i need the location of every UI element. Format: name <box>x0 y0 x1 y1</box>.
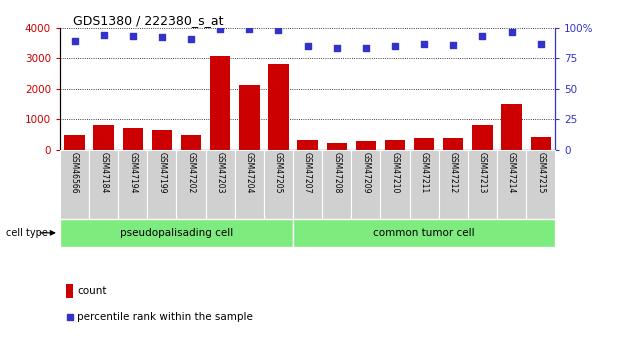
Point <box>186 36 196 41</box>
Bar <box>439 150 468 219</box>
Text: GSM47194: GSM47194 <box>128 152 138 194</box>
Text: GSM47203: GSM47203 <box>216 152 225 194</box>
Bar <box>235 150 264 219</box>
Bar <box>385 140 405 150</box>
Bar <box>264 150 293 219</box>
Bar <box>322 150 351 219</box>
Bar <box>327 143 347 150</box>
Point <box>303 43 313 49</box>
Point <box>390 43 400 49</box>
Point <box>64 314 74 320</box>
Bar <box>60 219 293 247</box>
Point <box>448 42 458 48</box>
Point <box>98 32 109 38</box>
Text: GDS1380 / 222380_s_at: GDS1380 / 222380_s_at <box>73 14 223 27</box>
Point <box>332 46 342 51</box>
Bar <box>118 150 148 219</box>
Text: GSM47213: GSM47213 <box>478 152 487 194</box>
Point <box>244 26 254 32</box>
Text: GSM47215: GSM47215 <box>536 152 545 194</box>
Text: GSM47199: GSM47199 <box>157 152 167 194</box>
Bar <box>89 150 118 219</box>
Bar <box>297 140 318 150</box>
Text: GSM47184: GSM47184 <box>99 152 108 194</box>
Text: percentile rank within the sample: percentile rank within the sample <box>77 312 253 322</box>
Bar <box>497 150 526 219</box>
Bar <box>468 150 497 219</box>
Bar <box>410 150 439 219</box>
Bar <box>443 138 464 150</box>
Bar <box>356 141 376 150</box>
Point <box>69 38 80 44</box>
Bar <box>122 128 143 150</box>
Bar <box>177 150 206 219</box>
Point <box>478 33 488 39</box>
Bar <box>239 85 259 150</box>
Point <box>361 46 371 51</box>
Point <box>127 33 138 39</box>
Text: GSM47205: GSM47205 <box>274 152 283 194</box>
Bar <box>60 150 89 219</box>
Text: GSM47214: GSM47214 <box>507 152 516 194</box>
Bar <box>351 150 380 219</box>
Bar <box>293 150 322 219</box>
Bar <box>531 137 551 150</box>
Bar <box>93 125 114 150</box>
Text: count: count <box>77 286 107 296</box>
Bar <box>293 219 555 247</box>
Point <box>419 41 429 46</box>
Point <box>273 27 283 33</box>
Bar <box>64 135 85 150</box>
Bar <box>414 138 434 150</box>
Text: GSM47208: GSM47208 <box>333 152 341 194</box>
Text: GSM47212: GSM47212 <box>449 152 458 194</box>
Bar <box>502 105 522 150</box>
Text: GSM47204: GSM47204 <box>245 152 254 194</box>
Text: cell type: cell type <box>6 228 48 238</box>
Point <box>536 41 546 46</box>
Text: GSM47209: GSM47209 <box>362 152 370 194</box>
Bar <box>148 150 177 219</box>
Bar <box>66 284 73 298</box>
Bar <box>151 130 172 150</box>
Point <box>507 30 517 35</box>
Bar <box>526 150 555 219</box>
Text: GSM47207: GSM47207 <box>303 152 312 194</box>
Text: GSM47210: GSM47210 <box>391 152 399 194</box>
Point <box>215 26 225 32</box>
Bar <box>206 150 235 219</box>
Bar <box>472 125 493 150</box>
Text: common tumor cell: common tumor cell <box>374 228 475 238</box>
Bar <box>210 56 230 150</box>
Text: GSM46566: GSM46566 <box>70 152 79 194</box>
Text: GSM47202: GSM47202 <box>187 152 196 194</box>
Bar <box>268 64 288 150</box>
Text: pseudopalisading cell: pseudopalisading cell <box>120 228 233 238</box>
Bar <box>181 135 201 150</box>
Text: GSM47211: GSM47211 <box>420 152 428 194</box>
Bar <box>380 150 410 219</box>
Point <box>157 34 167 40</box>
